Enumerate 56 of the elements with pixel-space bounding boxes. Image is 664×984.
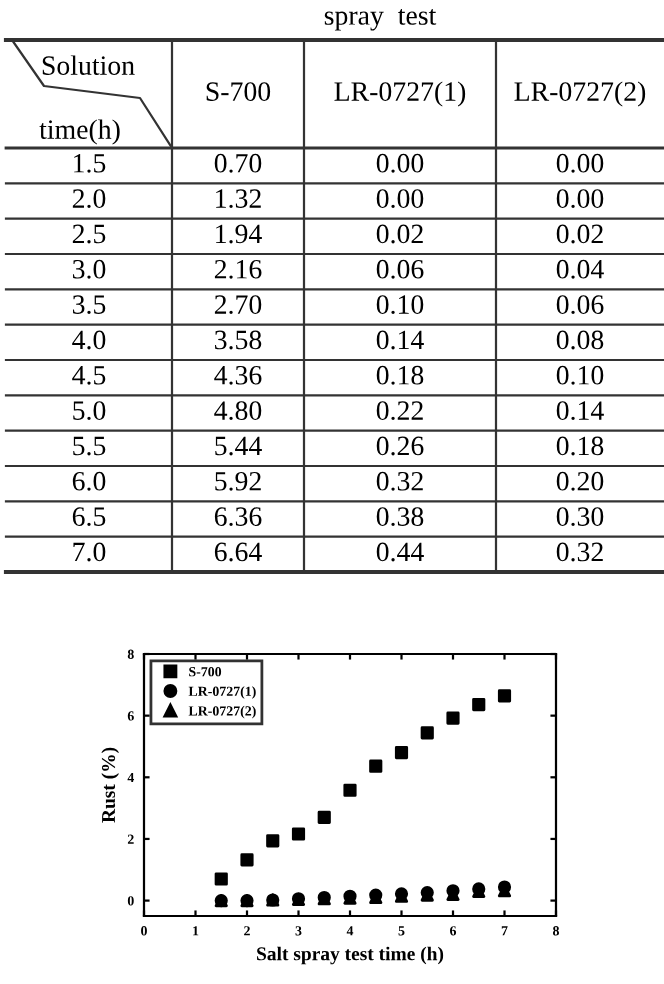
text: 0.20 xyxy=(556,471,604,491)
text: LR-0727(1) xyxy=(334,81,466,107)
text: 5.92 xyxy=(215,471,261,491)
x-axis-title: Salt spray test time (h) xyxy=(257,946,444,965)
text: 5.5 xyxy=(73,436,106,456)
text: 1.94 xyxy=(216,224,262,244)
text: 0.02 xyxy=(376,224,423,244)
text: 4.5 xyxy=(72,366,106,385)
text: 0.70 xyxy=(214,153,262,173)
text: 0.10 xyxy=(556,365,604,385)
text: 0.26 xyxy=(376,436,424,456)
text: 2.5 xyxy=(72,224,106,244)
text: Solution xyxy=(42,55,135,75)
text: 1.32 xyxy=(216,189,261,209)
text: 2.16 xyxy=(214,259,262,279)
text: 0.00 xyxy=(376,189,424,209)
text: 2.0 xyxy=(72,189,106,209)
text: 0.38 xyxy=(376,507,424,527)
text: 7.0 xyxy=(73,542,106,562)
text: 6.5 xyxy=(72,507,106,527)
text: 0.18 xyxy=(556,436,604,456)
text: 0.10 xyxy=(376,295,424,315)
text: 0.14 xyxy=(556,401,604,421)
text: 0.30 xyxy=(556,507,604,527)
text: 0.32 xyxy=(556,542,603,562)
text: 0.18 xyxy=(376,365,424,385)
text: spray test xyxy=(324,8,437,31)
text: 0.32 xyxy=(376,471,423,491)
text: 5.44 xyxy=(215,436,262,456)
text: 0.06 xyxy=(556,295,604,315)
text: LR-0727(2) xyxy=(514,81,646,107)
text: 0.00 xyxy=(556,153,604,173)
text: 0.08 xyxy=(556,330,604,350)
text: 3.58 xyxy=(215,330,262,350)
text: 0.06 xyxy=(376,259,424,279)
text: 1.5 xyxy=(74,154,106,173)
text: time(h) xyxy=(39,119,120,145)
text: 5.0 xyxy=(73,401,106,421)
text: 0.00 xyxy=(376,153,424,173)
text: 0.22 xyxy=(376,401,423,421)
text: 0.44 xyxy=(376,542,424,562)
text: 6.36 xyxy=(214,507,262,527)
text: 0.02 xyxy=(556,224,603,244)
text: 0.00 xyxy=(556,189,604,209)
text: 3.0 xyxy=(72,259,106,279)
text: 4.36 xyxy=(214,365,262,385)
text: 0.14 xyxy=(376,330,424,350)
text: 2.70 xyxy=(214,295,262,315)
y-axis-title: Rust (%) xyxy=(101,747,119,823)
text: 6.64 xyxy=(214,542,262,562)
text: S-700 xyxy=(206,82,271,101)
text: 6.0 xyxy=(72,471,106,491)
text: 4.0 xyxy=(72,330,106,350)
text: 0.04 xyxy=(556,259,604,279)
text: 3.5 xyxy=(72,295,106,315)
text: 4.80 xyxy=(214,401,262,421)
